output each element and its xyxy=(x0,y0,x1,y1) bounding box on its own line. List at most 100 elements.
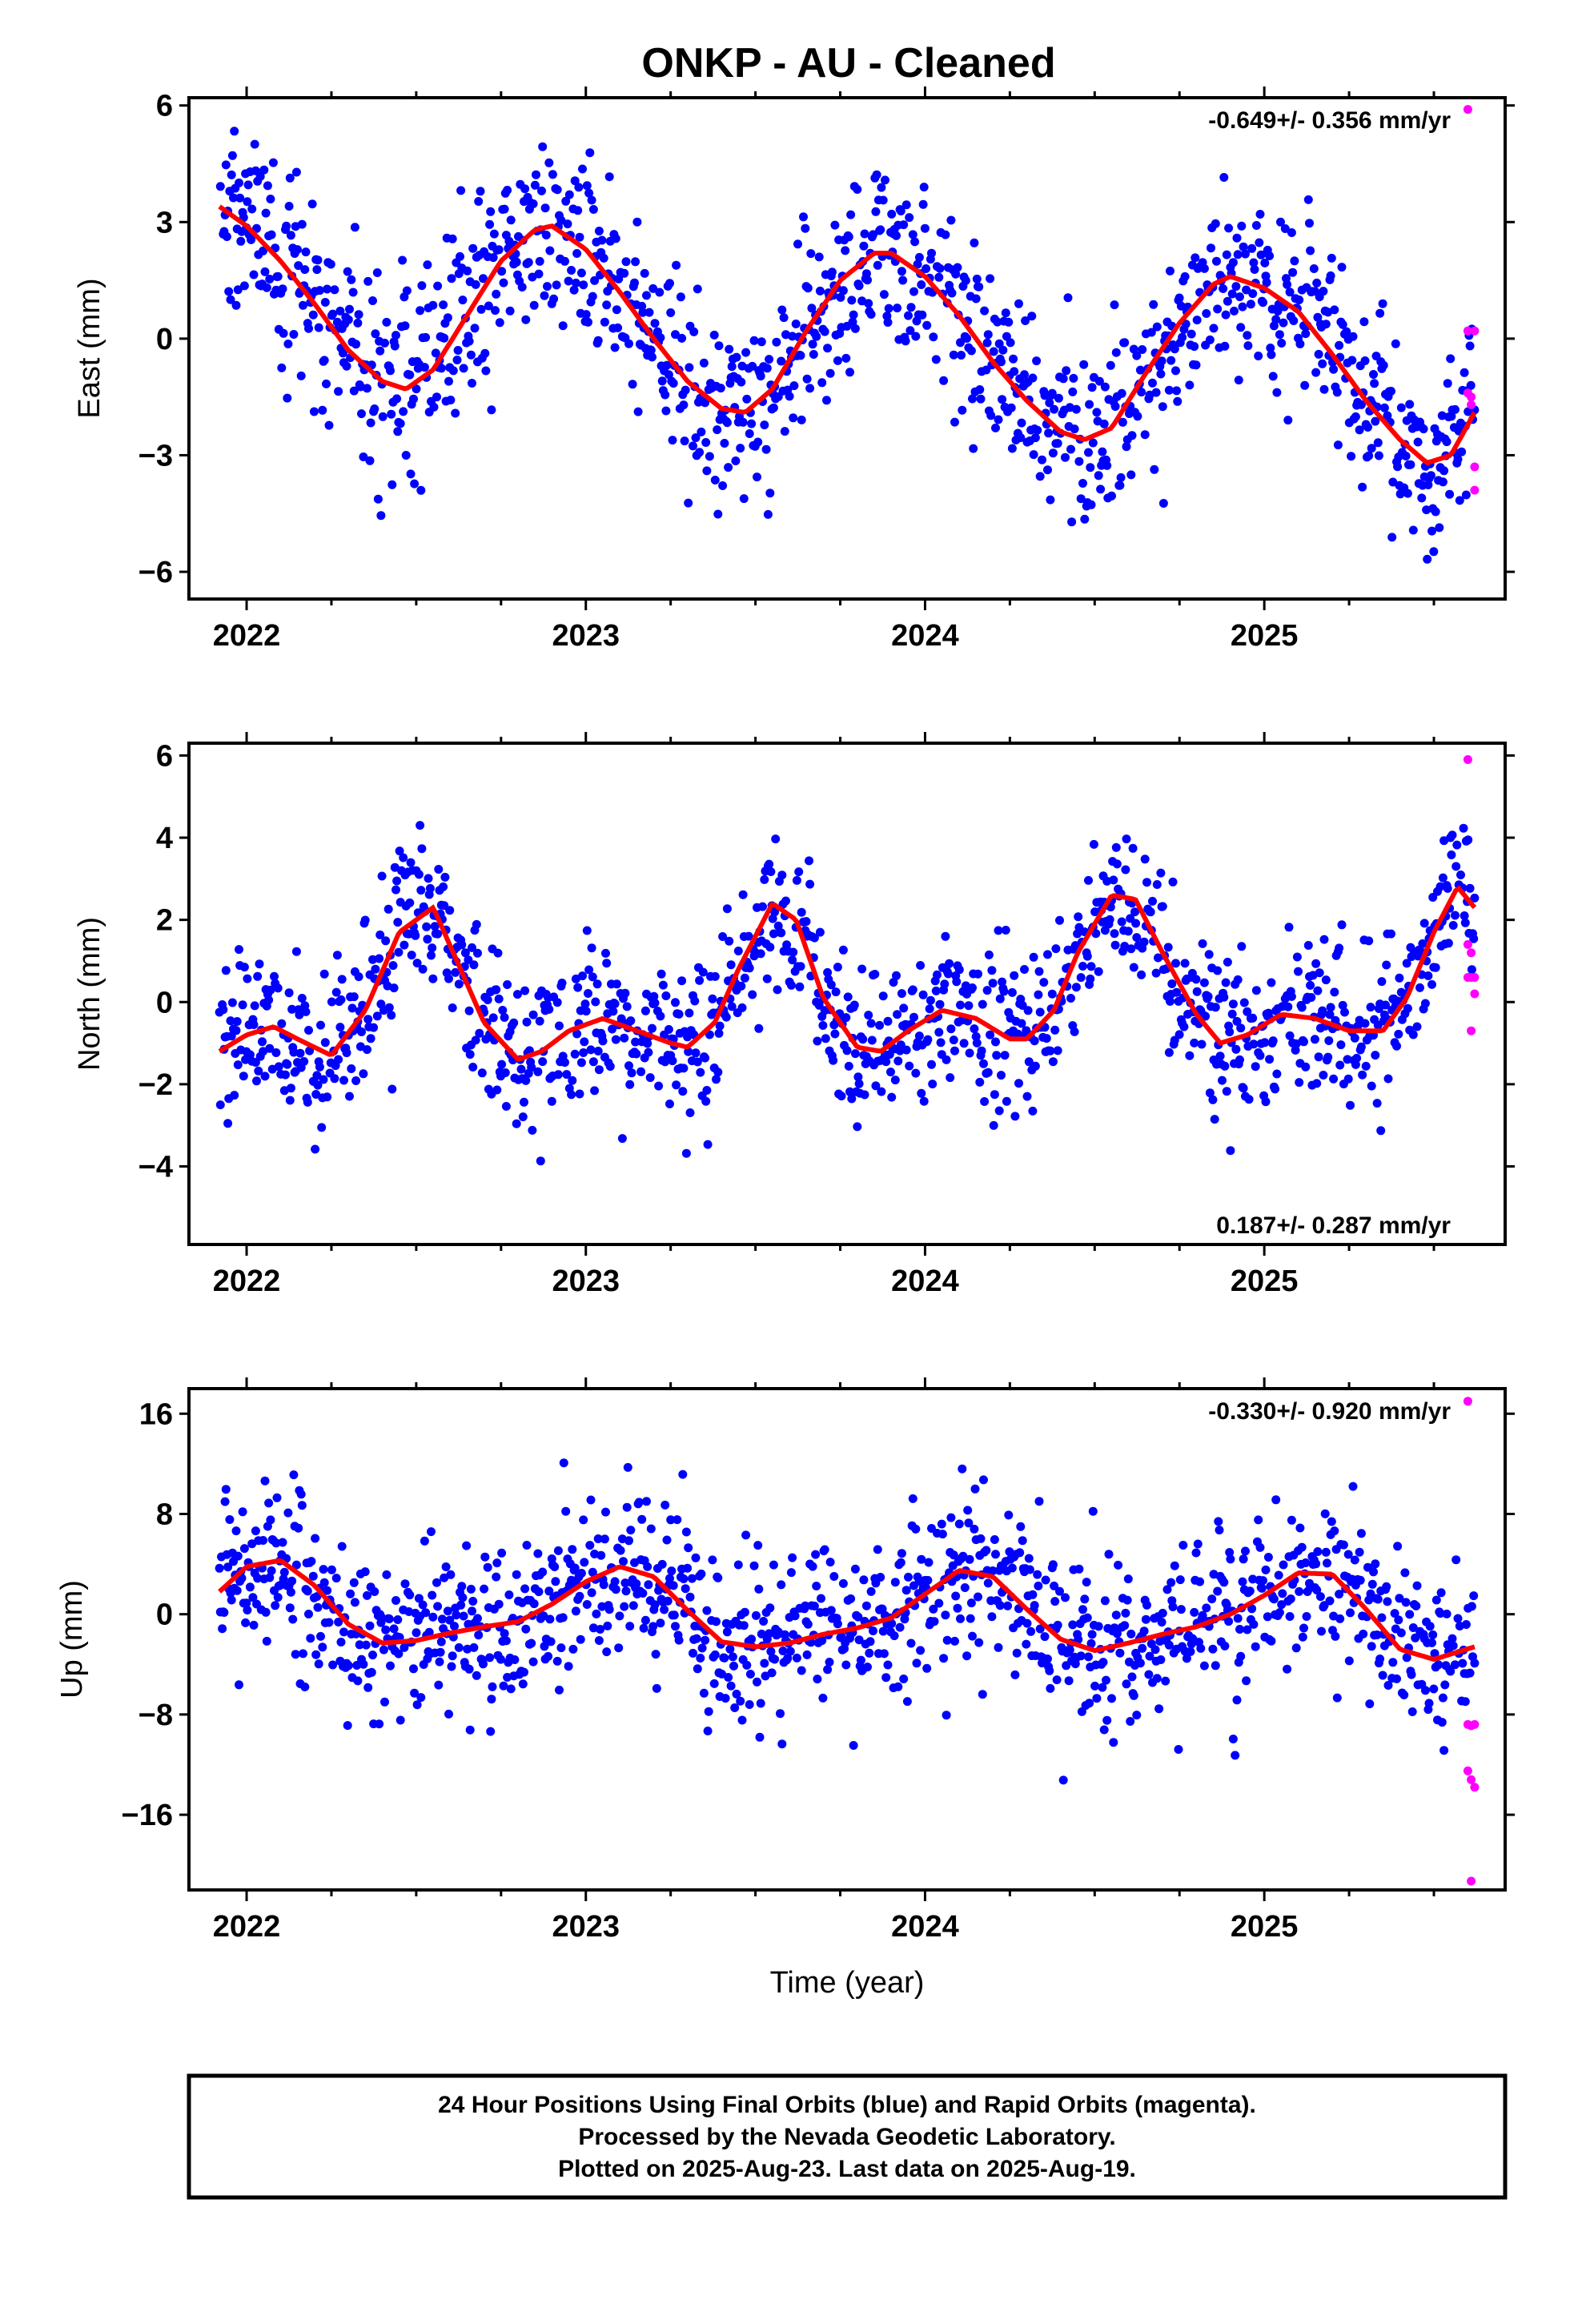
up-final-orbit-point xyxy=(355,1640,364,1650)
up-final-orbit-point xyxy=(1111,1610,1121,1620)
east-final-orbit-point xyxy=(913,259,922,269)
east-final-orbit-point xyxy=(1371,416,1380,426)
up-final-orbit-point xyxy=(938,1530,947,1539)
up-final-orbit-point xyxy=(1132,1711,1142,1720)
up-final-orbit-point xyxy=(1248,1574,1258,1584)
up-final-orbit-point xyxy=(790,1611,800,1621)
north-final-orbit-point xyxy=(1139,937,1149,947)
north-final-orbit-point xyxy=(536,1156,545,1166)
up-final-orbit-point xyxy=(1436,1588,1446,1598)
east-final-orbit-point xyxy=(1230,306,1239,316)
east-final-orbit-point xyxy=(226,295,235,304)
north-final-orbit-point xyxy=(954,965,964,975)
up-final-orbit-point xyxy=(365,1621,375,1630)
north-final-orbit-point xyxy=(986,1030,995,1039)
north-final-orbit-point xyxy=(1167,979,1177,988)
up-final-orbit-point xyxy=(1261,1565,1271,1574)
up-final-orbit-point xyxy=(1452,1555,1461,1565)
east-final-orbit-point xyxy=(1387,533,1397,542)
up-final-orbit-point xyxy=(663,1596,673,1606)
up-final-orbit-point xyxy=(721,1694,730,1703)
east-final-orbit-point xyxy=(892,231,901,240)
east-final-orbit-point xyxy=(986,411,996,420)
east-final-orbit-point xyxy=(1138,345,1147,354)
north-final-orbit-point xyxy=(1452,840,1462,850)
east-final-orbit-point xyxy=(791,320,801,328)
east-final-orbit-point xyxy=(373,494,383,504)
east-final-orbit-point xyxy=(956,338,965,348)
east-final-orbit-point xyxy=(994,415,1003,424)
north-final-orbit-point xyxy=(231,1026,241,1035)
north-final-orbit-point xyxy=(265,1043,275,1053)
east-final-orbit-point xyxy=(1417,493,1427,503)
north-final-orbit-point xyxy=(971,1031,981,1041)
up-final-orbit-point xyxy=(294,1523,303,1533)
up-final-orbit-point xyxy=(1236,1651,1246,1661)
north-final-orbit-point xyxy=(701,1053,710,1063)
north-final-orbit-point xyxy=(654,1081,664,1091)
north-final-orbit-point xyxy=(1460,918,1470,927)
north-final-orbit-point xyxy=(1233,975,1243,984)
up-final-orbit-point xyxy=(1388,1658,1398,1667)
north-final-orbit-point xyxy=(239,963,249,972)
up-final-orbit-point xyxy=(1178,1541,1188,1550)
east-final-orbit-point xyxy=(822,396,831,405)
east-final-orbit-point xyxy=(1063,293,1073,303)
north-final-orbit-point xyxy=(1123,927,1133,936)
north-final-orbit-point xyxy=(522,1017,532,1027)
up-final-orbit-point xyxy=(580,1558,589,1567)
east-final-orbit-point xyxy=(975,385,985,394)
north-final-orbit-point xyxy=(389,983,399,993)
east-final-orbit-point xyxy=(679,400,689,410)
up-final-orbit-point xyxy=(1050,1597,1060,1606)
north-final-orbit-point xyxy=(1403,1003,1412,1013)
north-final-orbit-point xyxy=(512,990,522,999)
up-y-tick-label: −16 xyxy=(122,1799,173,1832)
north-final-orbit-point xyxy=(1346,1100,1355,1110)
east-final-orbit-point xyxy=(332,317,342,327)
north-final-orbit-point xyxy=(1249,1039,1259,1049)
up-final-orbit-point xyxy=(685,1592,695,1602)
up-final-orbit-point xyxy=(500,1629,509,1638)
north-final-orbit-point xyxy=(968,983,977,992)
east-final-orbit-point xyxy=(576,268,586,278)
up-final-orbit-point xyxy=(669,1610,679,1620)
east-final-orbit-point xyxy=(320,298,330,307)
north-final-orbit-point xyxy=(1086,962,1096,971)
north-final-orbit-point xyxy=(738,890,748,899)
up-final-orbit-point xyxy=(954,1519,964,1529)
up-final-orbit-point xyxy=(1271,1495,1281,1505)
east-final-orbit-point xyxy=(433,281,443,291)
east-final-orbit-point xyxy=(921,264,931,273)
up-final-orbit-point xyxy=(1407,1670,1416,1679)
up-final-orbit-point xyxy=(708,1555,717,1565)
north-final-orbit-point xyxy=(351,1076,361,1085)
up-rapid-orbit-point xyxy=(1467,1775,1476,1784)
north-final-orbit-point xyxy=(284,988,294,998)
up-final-orbit-point xyxy=(765,1629,774,1638)
north-final-orbit-point xyxy=(327,997,336,1007)
east-final-orbit-point xyxy=(897,267,906,276)
up-final-orbit-point xyxy=(1429,1684,1439,1694)
east-final-orbit-point xyxy=(919,183,929,192)
up-final-orbit-point xyxy=(614,1643,624,1653)
north-final-orbit-point xyxy=(847,1094,857,1104)
up-final-orbit-point xyxy=(766,1647,776,1656)
north-final-orbit-point xyxy=(1179,1022,1189,1031)
up-final-orbit-point xyxy=(1144,1670,1154,1679)
east-final-orbit-point xyxy=(1092,408,1102,417)
north-final-orbit-point xyxy=(283,1059,292,1069)
east-final-orbit-point xyxy=(1356,400,1366,409)
north-final-orbit-point xyxy=(671,998,680,1007)
up-final-orbit-point xyxy=(1022,1639,1031,1649)
east-final-orbit-point xyxy=(1004,317,1014,327)
east-final-orbit-point xyxy=(830,220,840,230)
up-x-tick-label: 2022 xyxy=(213,1910,281,1944)
east-final-orbit-point xyxy=(439,300,448,310)
up-final-orbit-point xyxy=(812,1582,821,1590)
up-final-orbit-point xyxy=(304,1610,313,1618)
up-final-orbit-point xyxy=(1242,1676,1251,1686)
east-final-orbit-point xyxy=(1094,471,1103,480)
up-final-orbit-point xyxy=(1440,1680,1450,1690)
east-final-orbit-point xyxy=(863,275,872,285)
